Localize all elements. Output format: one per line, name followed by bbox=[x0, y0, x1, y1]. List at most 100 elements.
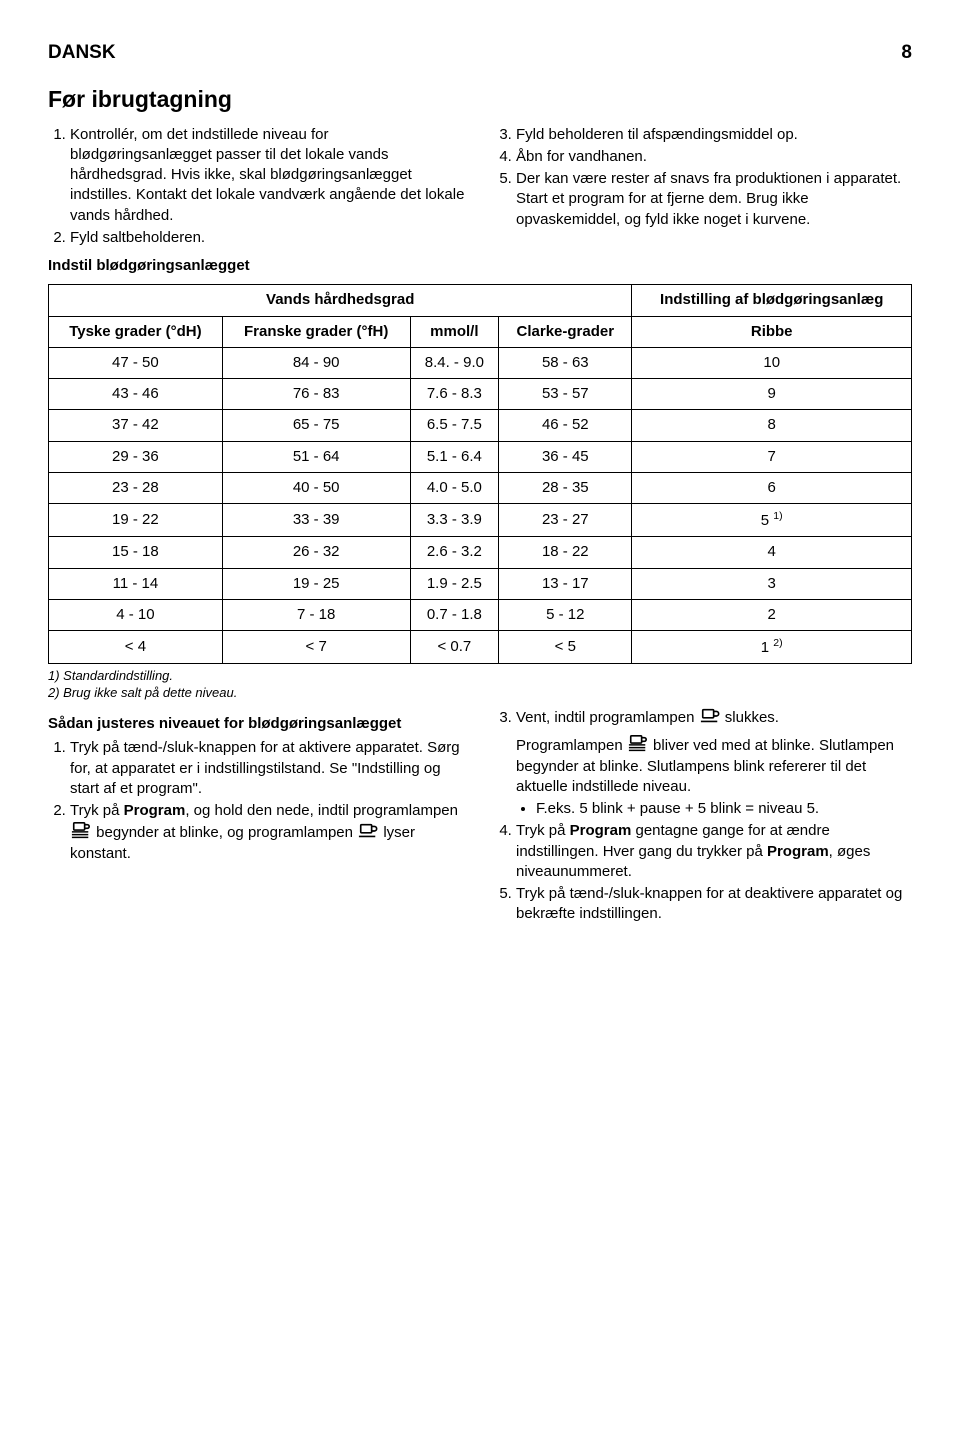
cup-stack-icon bbox=[70, 821, 92, 841]
table-cell: 9 bbox=[632, 379, 912, 410]
table-cell: < 0.7 bbox=[410, 631, 499, 664]
table-row: 15 - 1826 - 322.6 - 3.218 - 224 bbox=[49, 537, 912, 568]
text-span: Tryk på bbox=[516, 822, 570, 839]
doc-page-number: 8 bbox=[901, 40, 912, 66]
list-item: Åbn for vandhanen. bbox=[516, 147, 912, 167]
section-title: Før ibrugtagning bbox=[48, 84, 912, 115]
list-item: Vent, indtil programlampen slukkes. Prog… bbox=[516, 706, 912, 819]
list-item: Tryk på Program, og hold den nede, indti… bbox=[70, 801, 466, 864]
table-row: 37 - 4265 - 756.5 - 7.546 - 528 bbox=[49, 410, 912, 441]
intro-left-column: Kontrollér, om det indstillede niveau fo… bbox=[48, 125, 466, 281]
table-cell: < 7 bbox=[222, 631, 410, 664]
table-header-setting: Indstilling af blødgøringsanlæg bbox=[632, 285, 912, 316]
table-cell: 40 - 50 bbox=[222, 472, 410, 503]
table-row: 4 - 107 - 180.7 - 1.85 - 122 bbox=[49, 599, 912, 630]
bottom-right-column: Vent, indtil programlampen slukkes. Prog… bbox=[494, 706, 912, 927]
text-span: begynder at blinke, og programlampen bbox=[92, 824, 357, 841]
table-cell: 84 - 90 bbox=[222, 347, 410, 378]
table-cell: 5 1) bbox=[632, 504, 912, 537]
list-item: Der kan være rester af snavs fra produkt… bbox=[516, 169, 912, 230]
table-cell: 15 - 18 bbox=[49, 537, 223, 568]
text-bold: Program bbox=[570, 822, 632, 839]
footnote: 1) Standardindstilling. bbox=[48, 668, 912, 685]
bottom-columns: Sådan justeres niveauet for blødgøringsa… bbox=[48, 706, 912, 927]
table-col-header: Franske grader (°fH) bbox=[222, 316, 410, 347]
table-row: 11 - 1419 - 251.9 - 2.513 - 173 bbox=[49, 568, 912, 599]
cup-single-icon bbox=[699, 706, 721, 726]
table-cell: 65 - 75 bbox=[222, 410, 410, 441]
table-footnotes: 1) Standardindstilling. 2) Brug ikke sal… bbox=[48, 668, 912, 702]
table-cell: 53 - 57 bbox=[499, 379, 632, 410]
subheading-adjust-level: Sådan justeres niveauet for blødgøringsa… bbox=[48, 714, 466, 734]
table-cell: 1.9 - 2.5 bbox=[410, 568, 499, 599]
table-cell: 2 bbox=[632, 599, 912, 630]
table-header-hardness: Vands hårdhedsgrad bbox=[49, 285, 632, 316]
text-bold: Program bbox=[767, 843, 829, 860]
cup-stack-icon bbox=[627, 734, 649, 754]
list-item: Tryk på tænd-/sluk-knappen for at deakti… bbox=[516, 884, 912, 925]
bottom-left-column: Sådan justeres niveauet for blødgøringsa… bbox=[48, 706, 466, 927]
footnote: 2) Brug ikke salt på dette niveau. bbox=[48, 685, 912, 702]
table-cell: 0.7 - 1.8 bbox=[410, 599, 499, 630]
table-cell: 4.0 - 5.0 bbox=[410, 472, 499, 503]
table-cell: 6.5 - 7.5 bbox=[410, 410, 499, 441]
table-row: < 4< 7< 0.7< 51 2) bbox=[49, 631, 912, 664]
table-col-header: mmol/l bbox=[410, 316, 499, 347]
subheading-adjust-softener: Indstil blødgøringsanlægget bbox=[48, 256, 466, 276]
table-cell: 7 bbox=[632, 441, 912, 472]
table-cell: 47 - 50 bbox=[49, 347, 223, 378]
table-cell: 11 - 14 bbox=[49, 568, 223, 599]
table-cell: 19 - 25 bbox=[222, 568, 410, 599]
example-bullet-list: F.eks. 5 blink + pause + 5 blink = nivea… bbox=[536, 799, 912, 819]
hardness-table: Vands hårdhedsgrad Indstilling af blødgø… bbox=[48, 284, 912, 664]
table-cell: 23 - 28 bbox=[49, 472, 223, 503]
table-cell: 29 - 36 bbox=[49, 441, 223, 472]
list-item: Kontrollér, om det indstillede niveau fo… bbox=[70, 125, 466, 226]
table-cell: < 4 bbox=[49, 631, 223, 664]
table-cell: 6 bbox=[632, 472, 912, 503]
bottom-right-list: Vent, indtil programlampen slukkes. Prog… bbox=[494, 706, 912, 925]
table-row: 43 - 4676 - 837.6 - 8.353 - 579 bbox=[49, 379, 912, 410]
table-cell: 26 - 32 bbox=[222, 537, 410, 568]
table-cell: 51 - 64 bbox=[222, 441, 410, 472]
list-item: Tryk på Program gentagne gange for at æn… bbox=[516, 821, 912, 882]
intro-columns: Kontrollér, om det indstillede niveau fo… bbox=[48, 125, 912, 281]
table-cell: 23 - 27 bbox=[499, 504, 632, 537]
intro-left-list: Kontrollér, om det indstillede niveau fo… bbox=[48, 125, 466, 249]
table-cell: 5.1 - 6.4 bbox=[410, 441, 499, 472]
list-item: Fyld beholderen til afspændingsmiddel op… bbox=[516, 125, 912, 145]
page-header: DANSK 8 bbox=[48, 40, 912, 66]
table-col-header: Ribbe bbox=[632, 316, 912, 347]
table-cell: 76 - 83 bbox=[222, 379, 410, 410]
table-cell: 7 - 18 bbox=[222, 599, 410, 630]
cup-single-icon bbox=[357, 821, 379, 841]
table-col-header: Clarke-grader bbox=[499, 316, 632, 347]
table-cell: 18 - 22 bbox=[499, 537, 632, 568]
bullet-item: F.eks. 5 blink + pause + 5 blink = nivea… bbox=[536, 799, 912, 819]
table-cell: 58 - 63 bbox=[499, 347, 632, 378]
table-cell: 1 2) bbox=[632, 631, 912, 664]
bottom-left-list: Tryk på tænd-/sluk-knappen for at aktive… bbox=[48, 738, 466, 864]
table-cell: 4 bbox=[632, 537, 912, 568]
table-cell: 46 - 52 bbox=[499, 410, 632, 441]
text-span: Programlampen bbox=[516, 737, 627, 754]
table-cell: 2.6 - 3.2 bbox=[410, 537, 499, 568]
list-item: Fyld saltbeholderen. bbox=[70, 228, 466, 248]
table-cell: 3.3 - 3.9 bbox=[410, 504, 499, 537]
table-cell: 33 - 39 bbox=[222, 504, 410, 537]
table-cell: < 5 bbox=[499, 631, 632, 664]
text-bold: Program bbox=[124, 802, 186, 819]
table-cell: 7.6 - 8.3 bbox=[410, 379, 499, 410]
table-cell: 4 - 10 bbox=[49, 599, 223, 630]
table-cell: 8.4. - 9.0 bbox=[410, 347, 499, 378]
doc-language: DANSK bbox=[48, 40, 116, 66]
intro-right-list: Fyld beholderen til afspændingsmiddel op… bbox=[494, 125, 912, 230]
text-span: , og hold den nede, indtil programlampen bbox=[185, 802, 458, 819]
table-cell: 5 - 12 bbox=[499, 599, 632, 630]
table-row: 47 - 5084 - 908.4. - 9.058 - 6310 bbox=[49, 347, 912, 378]
table-cell: 19 - 22 bbox=[49, 504, 223, 537]
intro-right-column: Fyld beholderen til afspændingsmiddel op… bbox=[494, 125, 912, 281]
table-cell: 37 - 42 bbox=[49, 410, 223, 441]
table-cell: 36 - 45 bbox=[499, 441, 632, 472]
table-col-header: Tyske grader (°dH) bbox=[49, 316, 223, 347]
